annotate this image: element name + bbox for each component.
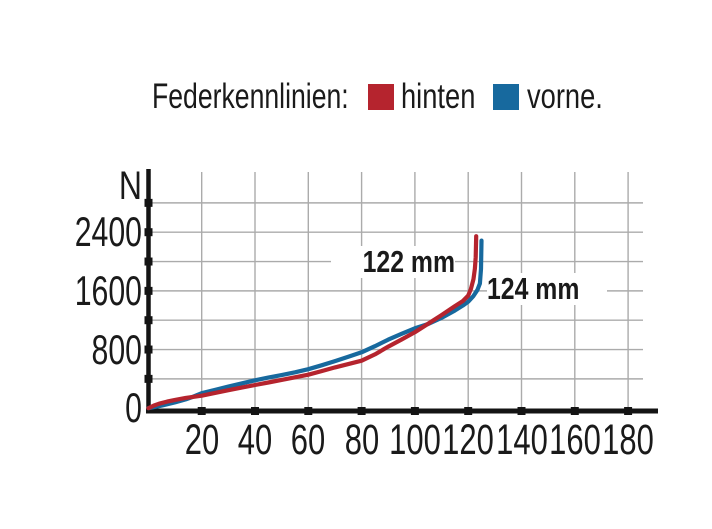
x-tick-label: 80 <box>344 416 379 464</box>
curve-vorne <box>146 238 484 411</box>
legend-swatch-hinten-icon <box>368 84 394 110</box>
x-tick-mark <box>251 407 259 415</box>
legend-label-vorne: vorne. <box>527 77 603 116</box>
legend-swatch-vorne-icon <box>493 84 519 110</box>
x-tick-mark <box>570 407 579 415</box>
curve-hinten <box>146 234 479 411</box>
x-tick-mark <box>410 407 419 415</box>
x-tick-label: 20 <box>184 416 219 464</box>
y-tick-label: 0 <box>125 384 142 432</box>
y-tick-mark <box>144 374 153 383</box>
annotation-124mm: 124 mm <box>487 273 607 305</box>
x-tick-mark <box>357 407 366 415</box>
x-tick-mark <box>464 407 473 415</box>
y-tick-mark <box>144 345 153 354</box>
x-tick-mark <box>517 407 526 415</box>
x-tick-mark <box>304 407 313 415</box>
y-tick-mark <box>144 257 153 266</box>
x-tick-label: 120 <box>442 416 495 464</box>
y-tick-mark <box>144 286 153 295</box>
annotation-122mm: 122 mm <box>331 246 455 278</box>
x-tick-label: 100 <box>389 416 441 464</box>
legend-label-hinten: hinten <box>401 77 476 116</box>
y-tick-mark <box>144 198 153 207</box>
x-tick-mark <box>197 407 206 415</box>
y-tick-label: 800 <box>91 325 142 373</box>
y-tick-mark <box>144 228 153 237</box>
x-tick-label: 60 <box>291 416 326 464</box>
x-tick-label: 40 <box>237 416 273 464</box>
legend-title: Federkennlinien: <box>152 77 349 116</box>
y-tick-mark <box>144 316 153 325</box>
y-axis-unit-label: N <box>118 164 142 208</box>
y-tick-label: 2400 <box>74 208 142 256</box>
x-tick-label: 140 <box>495 416 548 464</box>
y-tick-label: 1600 <box>74 266 142 314</box>
x-tick-label: 180 <box>602 416 654 464</box>
x-tick-mark <box>624 407 633 415</box>
x-tick-label: 160 <box>548 416 601 464</box>
